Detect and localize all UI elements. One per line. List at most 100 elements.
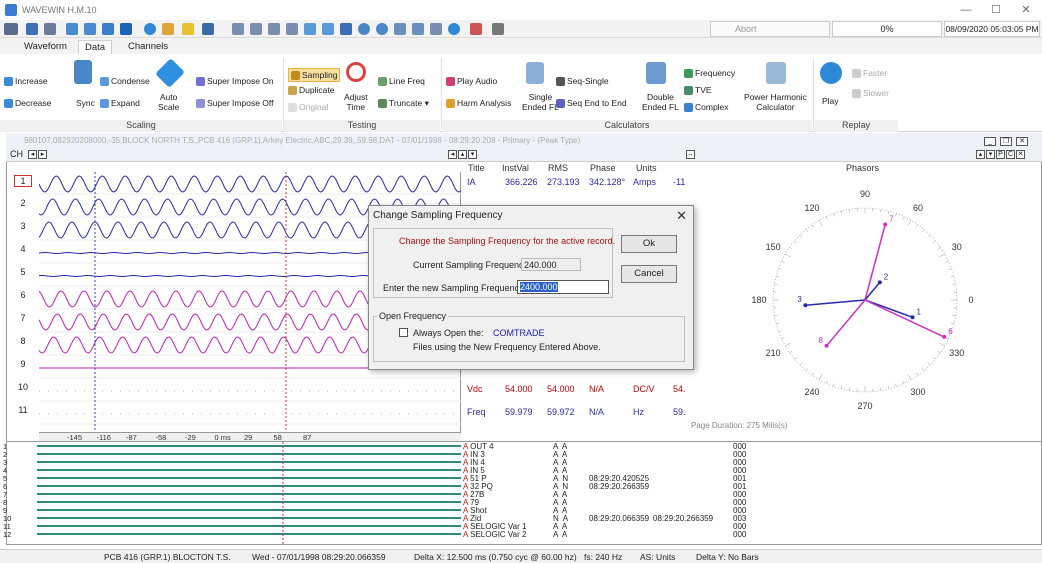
value-row[interactable]: IA 366.226 273.193 342.128° Amps -11 [461,172,689,192]
faster-button[interactable]: Faster [852,68,887,79]
refresh-icon[interactable] [144,23,156,35]
channel-number[interactable]: 11 [18,405,28,415]
doc-close-button[interactable]: ✕ [1016,137,1028,146]
channel-number[interactable]: 7 [20,313,26,323]
always-open-checkbox[interactable] [399,328,408,337]
grid-icon[interactable] [120,23,132,35]
phasor-p-button[interactable]: P [996,150,1005,159]
decrease-button[interactable]: Decrease [4,98,51,109]
play-button[interactable]: Play [822,96,839,106]
sampling-button[interactable]: Sampling [288,68,341,83]
seq-single-button[interactable]: Seq-Single [556,76,609,87]
channel-number[interactable]: 4 [20,244,26,254]
line-freq-button[interactable]: Line Freq [378,76,425,87]
list-icon[interactable] [286,23,298,35]
channel-number[interactable]: 8 [20,336,26,346]
frequency-button[interactable]: Frequency [684,68,735,79]
harm-analysis-button[interactable]: Harm Analysis [446,98,511,109]
jump-icon[interactable] [340,23,352,35]
adjust-time-button[interactable]: Adjust Time [344,92,368,112]
condense-button[interactable]: Condense [100,76,150,87]
digital-row[interactable]: A IN 5 [463,467,485,475]
new-freq-input[interactable]: 2400.000 [517,280,609,294]
digital-row[interactable]: A SELOGIC Var 2 [463,531,526,539]
digital-row[interactable]: A IN 3 [463,451,485,459]
tab-channels[interactable]: Channels [128,41,169,52]
monitor-icon[interactable] [202,23,214,35]
sheet-icon[interactable] [268,23,280,35]
print-icon[interactable] [44,23,56,35]
redo-icon[interactable] [412,23,424,35]
window-icon[interactable] [84,23,96,35]
increase-button[interactable]: Increase [4,76,48,87]
scroll-right-button[interactable]: ▸ [38,150,47,159]
lightning-icon[interactable] [182,23,194,35]
phasor-down-button[interactable]: ▾ [986,150,995,159]
channel-number[interactable]: 9 [20,359,26,369]
digital-row[interactable]: A OUT 4 [463,443,494,451]
sync-button[interactable]: Sync [76,98,95,108]
doc-minimize-button[interactable]: _ [984,137,996,146]
tab-data[interactable]: Data [78,40,113,54]
play-audio-button[interactable]: Play Audio [446,76,497,87]
slower-button[interactable]: Slower [852,88,889,99]
expand-button[interactable]: Expand [100,98,140,109]
channel-number[interactable]: 3 [20,221,26,231]
digital-row[interactable]: A 27B [463,491,484,499]
open-folder-icon[interactable] [162,23,174,35]
arrow-up-icon[interactable] [304,23,316,35]
phasor-c-button[interactable]: C [1006,150,1015,159]
cursor-icon[interactable] [470,23,482,35]
channel-number[interactable]: 6 [20,290,26,300]
auto-scale-button[interactable]: Auto Scale [158,92,180,112]
value-row[interactable]: Vdc 54.000 54.000 N/A DC/V 54. [461,379,689,399]
minimize-button[interactable]: — [960,4,972,16]
arrow-down-icon[interactable] [322,23,334,35]
super-impose-off-button[interactable]: Super Impose Off [196,98,273,109]
play-icon[interactable] [448,23,460,35]
scroll-left-button[interactable]: ◂ [28,150,37,159]
single-ended-fl-button[interactable]: Single Ended FL [522,92,559,112]
report-icon[interactable] [250,23,262,35]
digital-row[interactable]: A IN 4 [463,459,485,467]
close-button[interactable]: ✕ [1021,4,1031,16]
super-impose-on-button[interactable]: Super Impose On [196,76,274,87]
channel-number[interactable]: 10 [17,382,28,392]
doc-icon[interactable] [232,23,244,35]
copy-icon[interactable] [430,23,442,35]
first-button[interactable]: ◂ [448,150,457,159]
digital-row[interactable]: A 79 [463,499,479,507]
complex-button[interactable]: Complex [684,102,729,113]
abort-button[interactable]: Abort [710,21,830,37]
cancel-button[interactable]: Cancel [621,265,677,283]
double-ended-fl-button[interactable]: Double Ended FL [642,92,679,112]
tab-waveform[interactable]: Waveform [24,41,67,52]
duplicate-button[interactable]: Duplicate [288,85,334,96]
tve-button[interactable]: TVE [684,85,712,96]
phasor-up-button[interactable]: ▴ [976,150,985,159]
zoom-in-icon[interactable] [358,23,370,35]
menu-icon[interactable] [4,23,18,35]
dialog-close-icon[interactable]: ✕ [676,208,687,223]
layout-icon[interactable] [66,23,78,35]
channel-number[interactable]: 2 [20,198,26,208]
channel-number[interactable]: 1 [14,175,32,187]
tile-icon[interactable] [102,23,114,35]
column-toggle-button[interactable]: ↔ [686,150,695,159]
seq-end-button[interactable]: Seq End to End [556,98,627,109]
digital-row[interactable]: A 51 P [463,475,487,483]
phasor-close-button[interactable]: ✕ [1016,150,1025,159]
digital-row[interactable]: A SELOGIC Var 1 [463,523,526,531]
truncate-button[interactable]: Truncate ▾ [378,98,429,109]
zoom-out-icon[interactable] [376,23,388,35]
digital-row[interactable]: A 32 PQ [463,483,493,491]
digital-row[interactable]: A Zld [463,515,481,523]
original-button[interactable]: Original [288,102,328,113]
channel-number[interactable]: 5 [20,267,26,277]
save-icon[interactable] [26,23,38,35]
power-harmonic-button[interactable]: Power Harmonic Calculator [744,92,807,112]
prev-button[interactable]: ▴ [458,150,467,159]
digital-row[interactable]: A Shot [463,507,487,515]
maximize-button[interactable]: ☐ [991,4,1001,16]
doc-restore-button[interactable]: ❐ [1000,137,1012,146]
